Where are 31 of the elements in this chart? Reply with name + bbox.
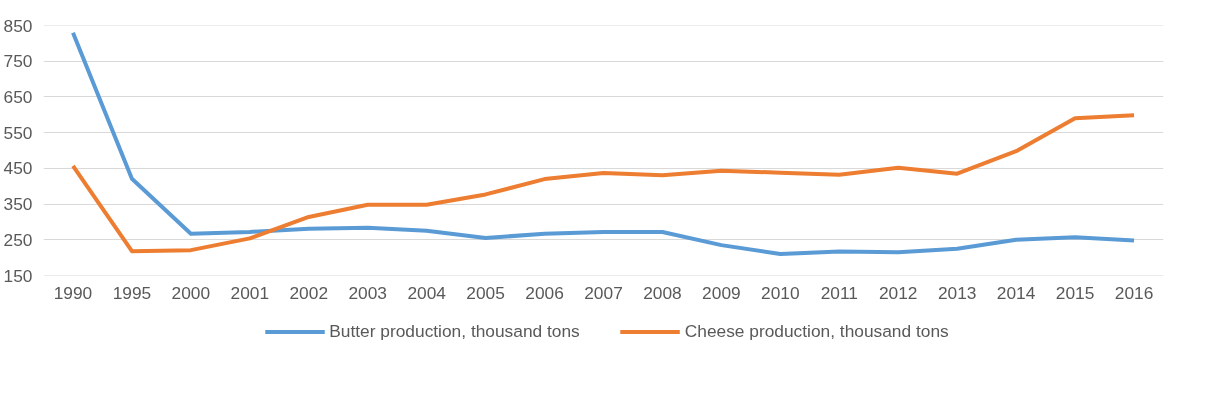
x-tick-label: 1990 (53, 282, 93, 303)
x-tick-label: 2016 (1114, 282, 1154, 303)
x-tick-label: 2000 (171, 282, 211, 303)
line-series (70, 30, 1137, 257)
y-tick-label: 450 (3, 158, 33, 179)
y-tick-label: 250 (3, 229, 33, 250)
y-tick-label: 550 (3, 122, 33, 143)
x-tick-label: 2014 (996, 282, 1036, 303)
x-tick-label: 1995 (112, 282, 152, 303)
x-tick-label: 2004 (407, 282, 447, 303)
x-tick-label: 2002 (289, 282, 329, 303)
y-tick-label: 150 (3, 265, 33, 286)
x-tick-label: 2003 (348, 282, 387, 303)
x-tick-label: 2012 (878, 282, 918, 303)
x-tick-label: 2001 (230, 282, 270, 303)
x-tick-label: 2010 (761, 282, 800, 303)
y-tick-label: 850 (3, 15, 33, 36)
x-tick-label: 2009 (702, 282, 741, 303)
x-tick-label: 2006 (525, 282, 564, 303)
y-tick-label: 750 (3, 51, 33, 72)
legend-label: Butter production, thousand tons (329, 320, 580, 342)
x-tick-label: 2005 (466, 282, 505, 303)
x-tick-label: 2011 (820, 282, 858, 303)
x-tick-label: 2015 (1055, 282, 1095, 303)
x-tick-label: 2007 (584, 282, 623, 303)
line-series (70, 113, 1137, 254)
x-tick-label: 2008 (643, 282, 682, 303)
y-tick-label: 350 (3, 194, 33, 215)
legend-label: Cheese production, thousand tons (684, 320, 949, 342)
x-tick-label: 2013 (937, 282, 977, 303)
y-tick-label: 650 (3, 86, 33, 107)
